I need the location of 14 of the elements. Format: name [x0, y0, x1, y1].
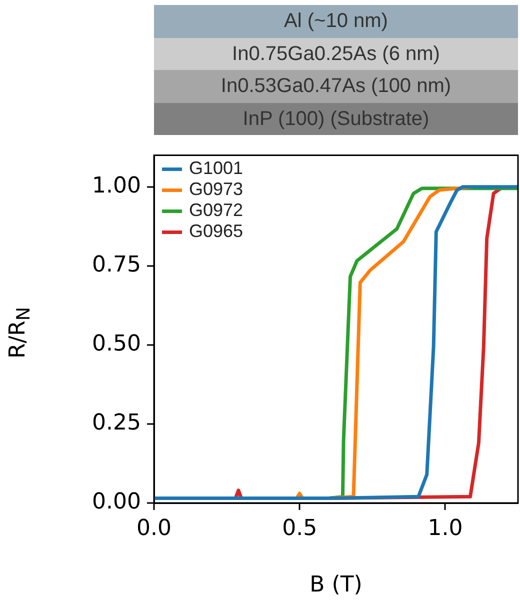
- y-tick-label: 0.00: [92, 490, 141, 515]
- x-tick-label: 0.5: [282, 516, 318, 541]
- x-axis-title: B (T): [310, 572, 362, 598]
- legend-label: G1001: [189, 158, 244, 178]
- legend-label: G0972: [189, 200, 244, 220]
- y-tick-label: 0.50: [92, 332, 141, 357]
- x-tick-label: 1.0: [428, 516, 463, 541]
- legend-label: G0965: [189, 221, 244, 242]
- legend-label: G0973: [189, 179, 244, 200]
- y-tick-label: 0.25: [92, 410, 141, 436]
- y-tick-label: 1.00: [92, 174, 141, 199]
- layer-stack: Al (~10 nm) In0.75Ga0.25As (6 nm) In0.53Ga0.47As (100 nm) InP (100) (Substrate): [154, 5, 518, 135]
- y-tick-label: 0.75: [92, 252, 141, 278]
- x-tick-label: 0.0: [136, 516, 172, 541]
